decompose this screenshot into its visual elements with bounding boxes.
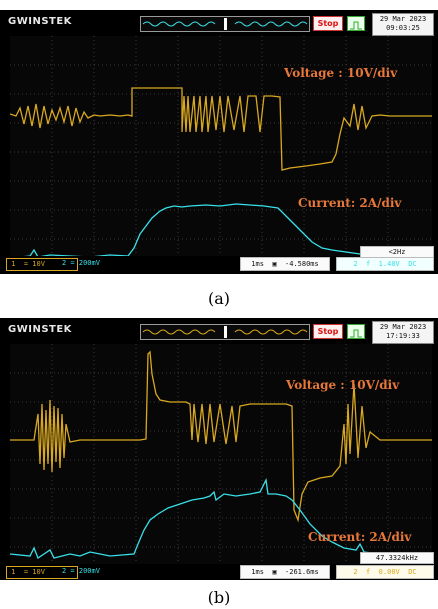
horizontal-position-icon: ▣ [272,568,277,576]
scope-topbar: GWINSTEK Stop 29 Mar 2023 09:03:25 [0,10,438,36]
trigger-level: 0.00V [378,568,400,576]
trigger-icon[interactable] [347,16,365,31]
overview-trace [142,18,308,30]
ch2-scale-value: 200mV [78,567,100,575]
trigger-level: 1.40V [378,260,400,268]
ch2-scale[interactable]: 2 = 200mV [62,567,100,575]
voltage-trace [10,87,432,171]
timebase-display[interactable]: 1ms ▣ -4.580ms [240,257,330,271]
status-bar: 1 = 10V 2 = 200mV 1ms ▣ -261.6ms 2 f 0.0… [0,564,438,580]
stop-button[interactable]: Stop [313,16,343,31]
graticule [10,344,432,572]
overview-window-marker [224,326,227,338]
position-value: -261.6ms [285,568,319,576]
voltage-annotation: Voltage : 10V/div [284,66,398,80]
time-text: 09:03:25 [386,24,420,32]
ch1-scale[interactable]: 1 = 10V [6,566,78,579]
brand-logo: GWINSTEK [8,324,72,335]
frequency-value: 47.3324kHz [375,554,419,562]
timebase-value: 1ms [251,568,264,576]
frequency-value: <2Hz [388,248,406,256]
ch2-scale-value: 200mV [78,259,100,267]
scope-screen-b: GWINSTEK Stop 29 Mar 2023 17:19:33 [0,318,438,580]
scope-topbar: GWINSTEK Stop 29 Mar 2023 17:19:33 [0,318,438,344]
scope-screen-a: GWINSTEK Stop 29 Mar 2023 09:03:25 [0,10,438,274]
ch2-scale[interactable]: 2 = 200mV [62,259,100,267]
voltage-trace [10,350,432,523]
frequency-display: <2Hz [360,246,434,258]
horizontal-position-icon: ▣ [272,260,277,268]
trigger-display[interactable]: 2 f 0.00V DC [336,565,434,579]
caption-a: (a) [207,289,231,308]
trigger-channel: 2 [353,260,358,268]
current-trace [10,477,432,559]
trigger-channel: 2 [353,568,358,576]
trigger-coupling: DC [408,260,417,268]
waveform-overview[interactable] [140,324,310,340]
date-text: 29 Mar 2023 [379,323,427,331]
date-text: 29 Mar 2023 [379,15,427,23]
waveform-overview[interactable] [140,16,310,32]
stop-button[interactable]: Stop [313,324,343,339]
trigger-coupling: DC [408,568,417,576]
caption-b: (b) [207,588,231,607]
date-time-display: 29 Mar 2023 17:19:33 [372,321,434,344]
time-text: 17:19:33 [386,332,420,340]
trigger-display[interactable]: 2 f 1.40V DC [336,257,434,271]
waveform-grid: Voltage : 10V/div Current: 2A/div [10,36,432,266]
brand-logo: GWINSTEK [8,16,72,27]
ch1-scale[interactable]: 1 = 10V [6,258,78,271]
ch1-scale-value: 10V [32,260,45,268]
voltage-annotation: Voltage : 10V/div [286,378,400,392]
current-annotation: Current: 2A/div [298,196,402,210]
timebase-display[interactable]: 1ms ▣ -261.6ms [240,565,330,579]
trigger-icon[interactable] [347,324,365,339]
frequency-display: 47.3324kHz [360,552,434,564]
date-time-display: 29 Mar 2023 09:03:25 [372,13,434,36]
current-annotation: Current: 2A/div [308,530,412,544]
timebase-value: 1ms [251,260,264,268]
status-bar: 1 = 10V 2 = 200mV 1ms ▣ -4.580ms 2 f 1.4… [0,256,438,272]
waveform-grid: Voltage : 10V/div Current: 2A/div [10,344,432,572]
overview-window-marker [224,18,227,30]
overview-trace [142,326,308,338]
position-value: -4.580ms [285,260,319,268]
ch1-scale-value: 10V [32,568,45,576]
